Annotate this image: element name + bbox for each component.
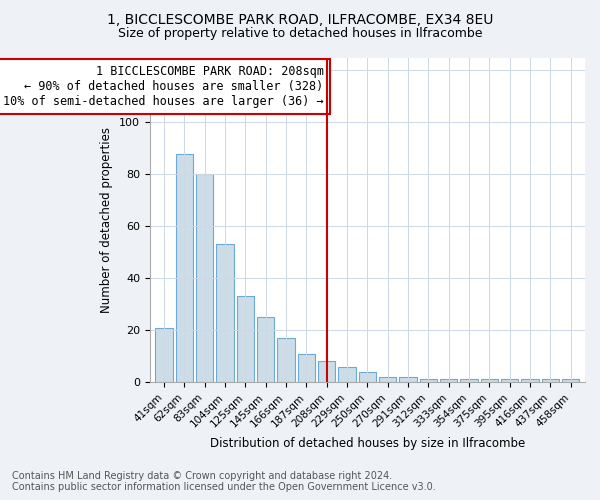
Bar: [257, 317, 274, 382]
X-axis label: Distribution of detached houses by size in Ilfracombe: Distribution of detached houses by size …: [210, 437, 525, 450]
Text: 1 BICCLESCOMBE PARK ROAD: 208sqm
← 90% of detached houses are smaller (328)
10% : 1 BICCLESCOMBE PARK ROAD: 208sqm ← 90% o…: [3, 66, 324, 108]
Bar: [277, 338, 295, 382]
Text: Size of property relative to detached houses in Ilfracombe: Size of property relative to detached ho…: [118, 28, 482, 40]
Bar: [440, 380, 457, 382]
Bar: [217, 244, 234, 382]
Bar: [379, 377, 397, 382]
Bar: [542, 380, 559, 382]
Bar: [400, 377, 417, 382]
Text: Contains HM Land Registry data © Crown copyright and database right 2024.
Contai: Contains HM Land Registry data © Crown c…: [12, 471, 436, 492]
Bar: [420, 380, 437, 382]
Bar: [501, 380, 518, 382]
Bar: [237, 296, 254, 382]
Bar: [155, 328, 173, 382]
Bar: [298, 354, 315, 382]
Y-axis label: Number of detached properties: Number of detached properties: [100, 127, 113, 313]
Bar: [521, 380, 539, 382]
Bar: [176, 154, 193, 382]
Bar: [196, 174, 214, 382]
Bar: [481, 380, 498, 382]
Bar: [359, 372, 376, 382]
Bar: [460, 380, 478, 382]
Bar: [318, 362, 335, 382]
Text: 1, BICCLESCOMBE PARK ROAD, ILFRACOMBE, EX34 8EU: 1, BICCLESCOMBE PARK ROAD, ILFRACOMBE, E…: [107, 12, 493, 26]
Bar: [562, 380, 580, 382]
Bar: [338, 366, 356, 382]
